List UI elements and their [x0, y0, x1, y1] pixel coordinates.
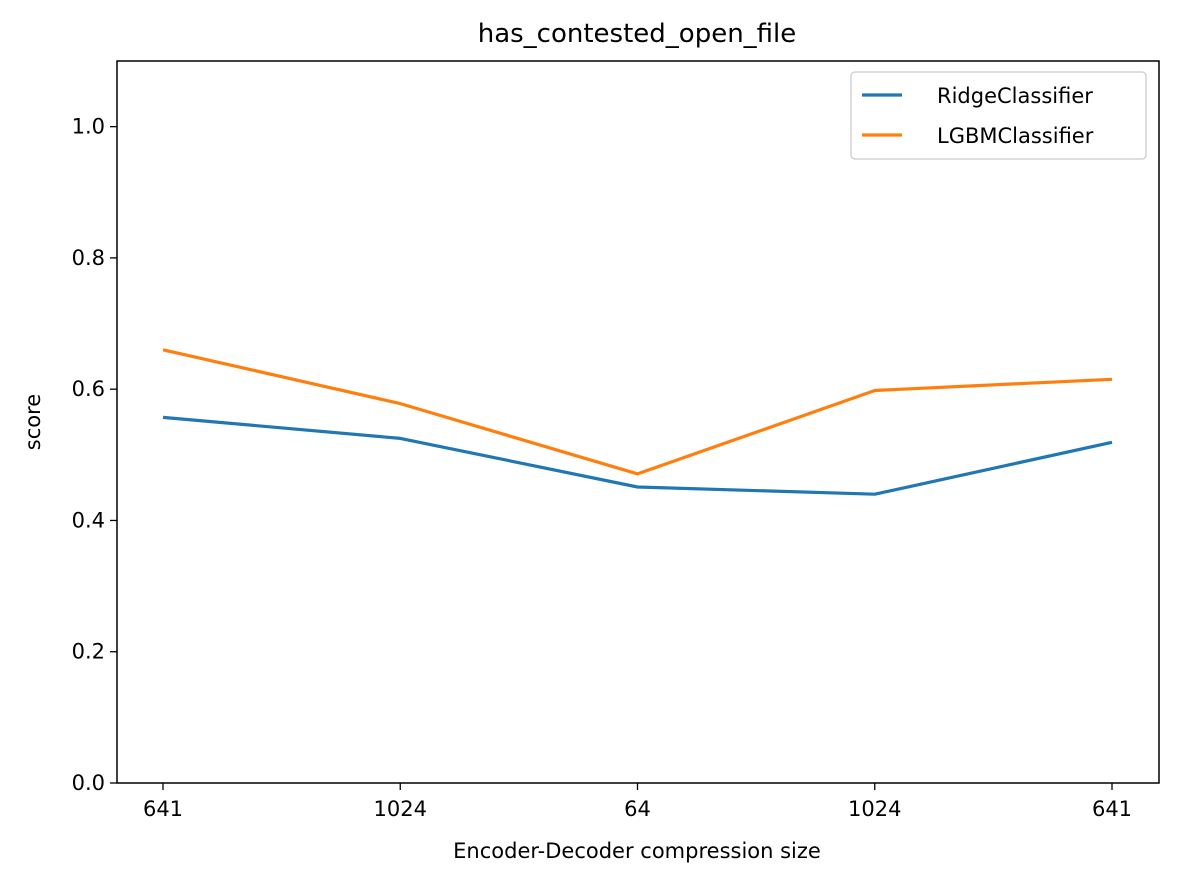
legend: RidgeClassifier LGBMClassifier: [850, 71, 1147, 160]
legend-label: RidgeClassifier: [937, 84, 1093, 108]
y-tick-label: 0.4: [72, 508, 105, 532]
legend-box: [850, 71, 1147, 160]
y-tick-label: 0.2: [72, 640, 105, 664]
y-tick-label: 1.0: [72, 115, 105, 139]
y-tick-label: 0.8: [72, 246, 105, 270]
series-line-ridgeclassifier: [162, 415, 1113, 496]
x-tick-label: 1024: [848, 797, 901, 821]
y-axis: 0.0 0.2 0.4 0.6 0.8 1.0: [72, 115, 117, 795]
plot-area: [116, 60, 1160, 784]
x-tick-label: 64: [624, 797, 651, 821]
y-axis-label: score: [21, 394, 45, 450]
x-tick-label: 641: [1092, 797, 1132, 821]
series-lines: [162, 348, 1113, 496]
x-axis-label: Encoder-Decoder compression size: [453, 839, 821, 863]
y-tick-label: 0.6: [72, 377, 105, 401]
legend-label: LGBMClassifier: [937, 124, 1094, 148]
series-line-lgbmclassifier: [162, 348, 1113, 476]
chart-title: has_contested_open_file: [478, 19, 797, 49]
y-tick-label: 0.0: [72, 771, 105, 795]
x-tick-label: 1024: [374, 797, 427, 821]
x-tick-label: 641: [143, 797, 183, 821]
x-axis: 641 1024 64 1024 641: [143, 783, 1132, 821]
